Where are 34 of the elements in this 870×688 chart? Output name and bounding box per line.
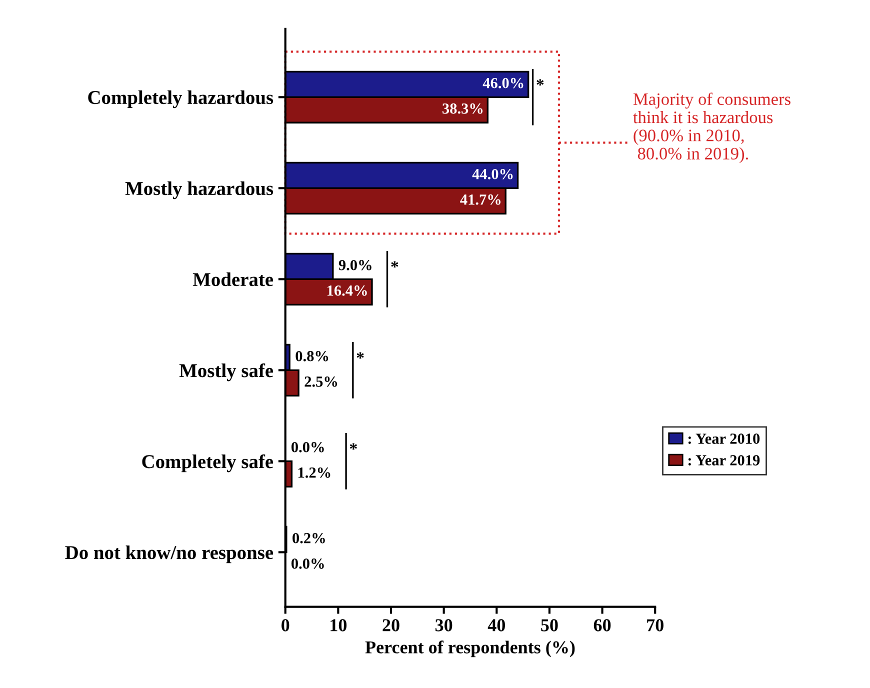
legend-label: : Year 2010 <box>688 434 760 444</box>
x-axis-title: Percent of respondents (%) <box>365 640 575 658</box>
annotation: * <box>350 443 357 450</box>
annotation: * <box>536 79 544 86</box>
annotation: Majority of consumers think it is hazardous (90.0% in 2010, 80.0% in 2019). <box>633 92 790 164</box>
data-label: 44.0% <box>472 168 513 180</box>
x-tick-label: 40 <box>488 619 505 632</box>
x-tick-label: 0 <box>282 619 290 632</box>
y-tick-label: Completely safe <box>142 454 274 472</box>
x-tick-label: 50 <box>541 619 558 632</box>
x-tick-label: 20 <box>382 619 400 632</box>
legend-label: : Year 2019 <box>688 455 760 466</box>
annotation: * <box>391 261 398 268</box>
data-label: 38.3% <box>442 103 483 114</box>
annotation: * <box>356 352 364 359</box>
data-label: 0.2% <box>292 532 325 544</box>
x-tick-label: 70 <box>647 619 664 632</box>
data-label: 0.0% <box>291 442 324 452</box>
data-label: 2.5% <box>304 376 338 387</box>
data-label: 1.2% <box>298 467 330 478</box>
data-label: 16.4% <box>328 285 367 296</box>
data-label: 9.0% <box>338 260 372 270</box>
x-tick-label: 30 <box>435 619 452 632</box>
x-tick-label: 60 <box>594 619 611 632</box>
y-tick-label: Moderate <box>192 272 274 286</box>
y-tick-label: Completely hazardous <box>88 90 274 108</box>
x-tick-label: 10 <box>330 619 347 632</box>
data-label: 41.7% <box>460 194 500 205</box>
data-label: 0.8% <box>296 350 328 362</box>
y-tick-label: Do not know/no response <box>65 545 274 564</box>
data-label: 0.0% <box>291 558 324 569</box>
data-label: 46.0% <box>482 78 524 88</box>
y-tick-label: Mostly hazardous <box>125 181 274 200</box>
y-tick-label: Mostly safe <box>179 363 274 382</box>
